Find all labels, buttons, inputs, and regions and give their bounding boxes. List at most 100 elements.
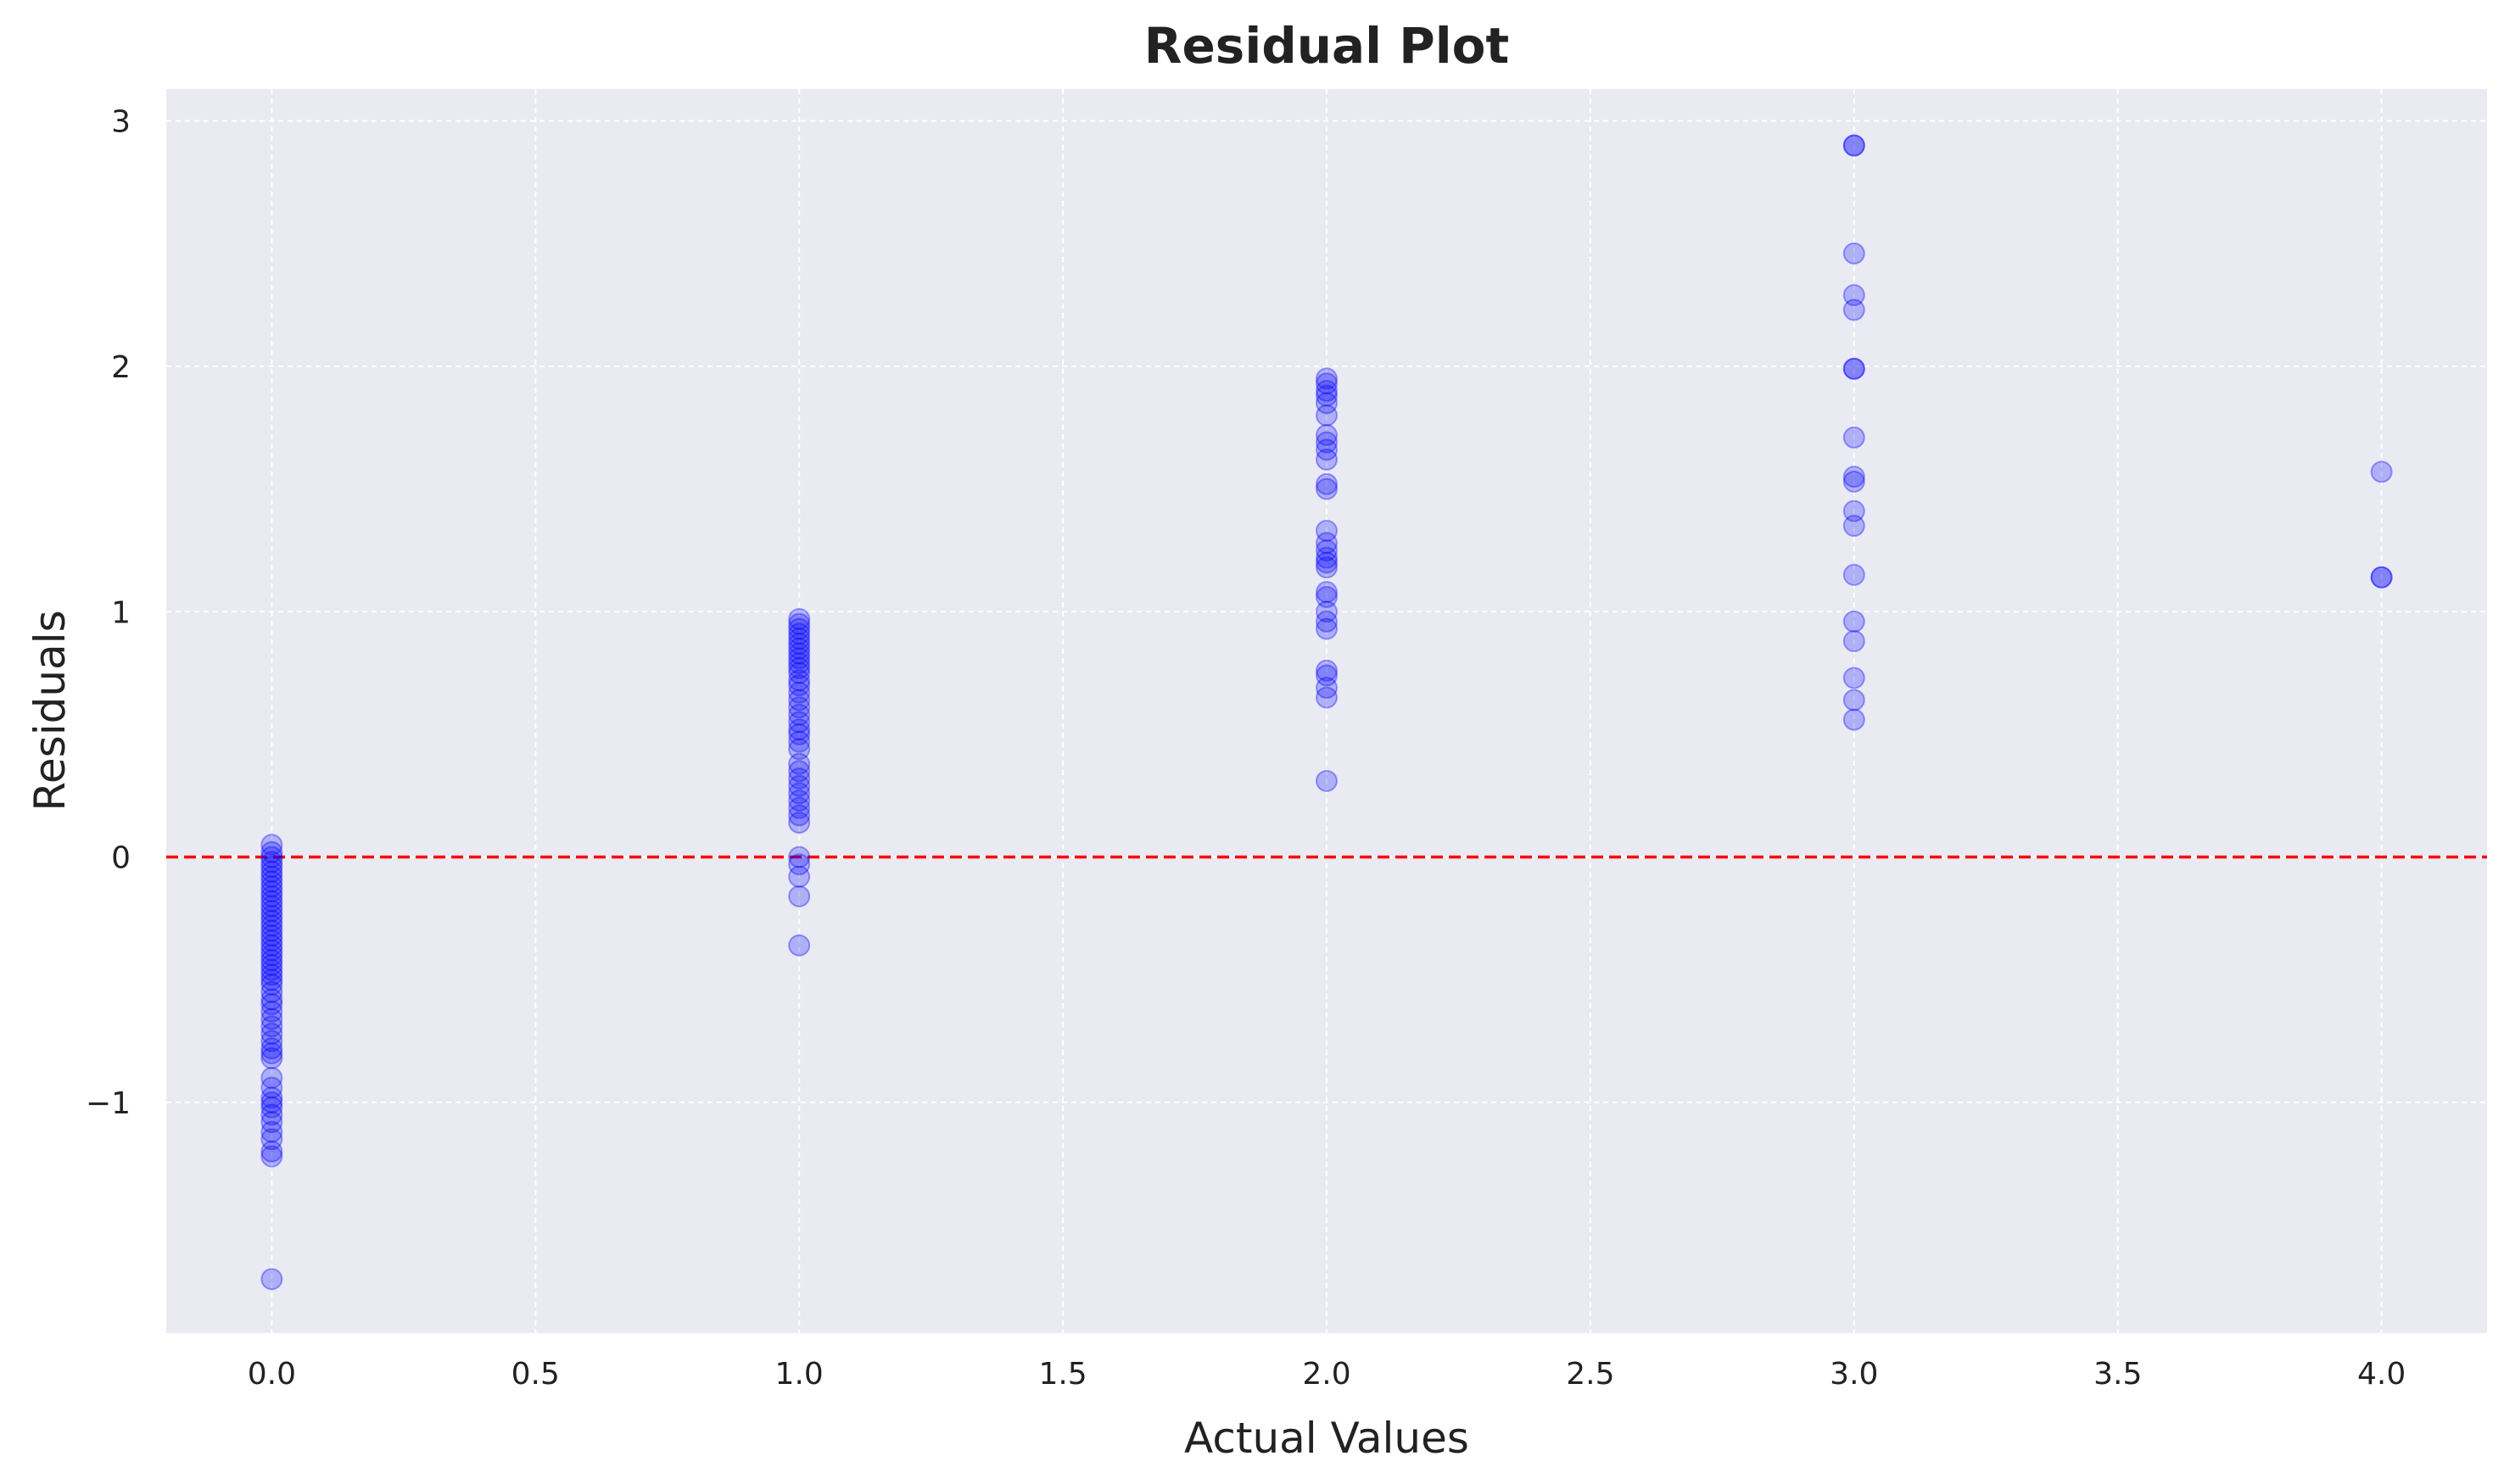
- data-point: [260, 919, 283, 942]
- data-point: [1842, 610, 1865, 633]
- data-point: [2370, 460, 2393, 483]
- data-point: [788, 789, 811, 812]
- data-point: [260, 1103, 283, 1126]
- data-point: [260, 1096, 283, 1119]
- data-point: [1316, 556, 1338, 579]
- x-tick-label: 1.5: [1038, 1357, 1087, 1392]
- data-point: [788, 865, 811, 888]
- y-tick-label: 3: [111, 105, 131, 140]
- data-point: [788, 812, 811, 834]
- data-point: [260, 905, 283, 928]
- data-point: [1842, 689, 1865, 711]
- data-point: [1316, 664, 1338, 687]
- data-point: [260, 1111, 283, 1134]
- data-point: [260, 865, 283, 888]
- data-point: [260, 861, 283, 884]
- data-point: [788, 617, 811, 640]
- data-point: [1842, 242, 1865, 265]
- data-point: [788, 669, 811, 692]
- data-point: [1316, 686, 1338, 709]
- data-point: [788, 632, 811, 655]
- data-point: [788, 612, 811, 635]
- data-point: [788, 696, 811, 719]
- x-tick-label: 4.0: [2357, 1357, 2406, 1392]
- data-point: [1842, 426, 1865, 449]
- x-axis-label: Actual Values: [1184, 1414, 1469, 1463]
- data-point: [1316, 392, 1338, 415]
- data-point: [260, 949, 283, 972]
- data-point: [260, 944, 283, 967]
- data-point: [260, 895, 283, 918]
- y-tick-label: 0: [111, 841, 131, 876]
- data-point: [260, 1268, 283, 1291]
- x-tick-label: 2.5: [1566, 1357, 1614, 1392]
- data-point: [260, 963, 283, 986]
- data-point: [260, 958, 283, 981]
- data-point: [1842, 515, 1865, 538]
- data-point: [260, 1120, 283, 1143]
- data-point: [260, 845, 283, 868]
- data-point: [1842, 708, 1865, 731]
- data-point: [1842, 134, 1865, 157]
- data-point: [260, 834, 283, 856]
- data-point: [1316, 379, 1338, 402]
- data-point: [788, 642, 811, 665]
- data-point: [260, 980, 283, 1003]
- data-point: [260, 880, 283, 903]
- data-point: [260, 1007, 283, 1030]
- data-point: [260, 1091, 283, 1114]
- data-point: [1316, 617, 1338, 640]
- data-point: [260, 884, 283, 907]
- data-point: [260, 890, 283, 912]
- data-point: [1316, 659, 1338, 682]
- data-point: [788, 647, 811, 670]
- data-points: [260, 134, 2393, 1291]
- data-point: [788, 711, 811, 734]
- data-point: [2370, 566, 2393, 589]
- data-point: [1842, 284, 1865, 307]
- data-point: [788, 722, 811, 745]
- data-point: [788, 782, 811, 805]
- y-tick-label: 1: [111, 595, 131, 630]
- data-point: [788, 760, 811, 783]
- data-point: [260, 968, 283, 991]
- data-point: [788, 774, 811, 797]
- data-point: [788, 661, 811, 684]
- data-point: [788, 674, 811, 697]
- x-tick-label: 0.5: [511, 1357, 560, 1392]
- y-tick-label: −1: [86, 1086, 131, 1121]
- data-point: [788, 738, 811, 761]
- data-point: [260, 1037, 283, 1060]
- data-point: [1842, 470, 1865, 493]
- data-point: [260, 1145, 283, 1168]
- data-point: [260, 870, 283, 893]
- data-point: [260, 1042, 283, 1065]
- data-point: [788, 718, 811, 741]
- data-point: [2370, 566, 2393, 589]
- y-tick-labels: −1 0 1 2 3: [86, 105, 131, 1121]
- data-point: [1316, 769, 1338, 792]
- data-point: [260, 875, 283, 898]
- data-point: [788, 845, 811, 868]
- data-point: [260, 1140, 283, 1163]
- data-point: [1316, 677, 1338, 700]
- data-point: [788, 934, 811, 957]
- data-point: [788, 730, 811, 753]
- y-tick-label: 2: [111, 350, 131, 385]
- data-point: [1842, 563, 1865, 586]
- data-point: [788, 853, 811, 876]
- data-point: [788, 656, 811, 679]
- data-point: [1316, 519, 1338, 542]
- x-tick-labels: 0.0 0.5 1.0 1.5 2.0 2.5 3.0 3.5 4.0: [248, 1357, 2406, 1392]
- data-point: [260, 1067, 283, 1090]
- chart-title: Residual Plot: [1144, 17, 1509, 75]
- data-point: [260, 1076, 283, 1099]
- data-point: [260, 1015, 283, 1038]
- data-point: [1316, 532, 1338, 555]
- data-point: [260, 851, 283, 873]
- data-point: [1842, 667, 1865, 689]
- data-point: [260, 1022, 283, 1045]
- data-point: [1316, 372, 1338, 395]
